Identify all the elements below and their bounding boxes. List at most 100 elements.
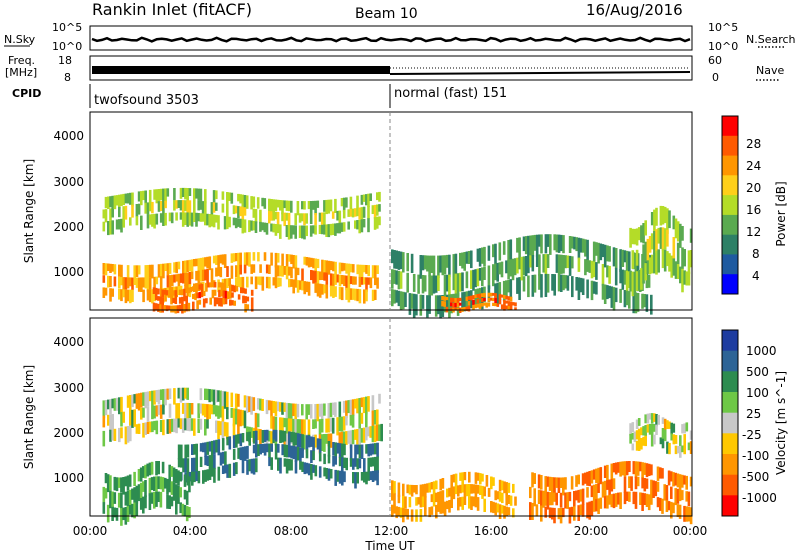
- heatmap-cell: [376, 204, 379, 216]
- heatmap-cell: [559, 477, 563, 488]
- heatmap-cell: [443, 275, 447, 297]
- heatmap-cell: [246, 276, 249, 288]
- heatmap-cell: [168, 388, 172, 399]
- heatmap-cell: [131, 204, 134, 218]
- heatmap-cell: [391, 492, 394, 501]
- heatmap-cell: [676, 473, 680, 488]
- heatmap-cell: [272, 211, 275, 221]
- heatmap-cell: [507, 507, 511, 516]
- heatmap-cell: [540, 475, 543, 490]
- heatmap-cell: [186, 472, 190, 486]
- heatmap-cell: [544, 254, 548, 278]
- heatmap-cell: [619, 269, 622, 284]
- heatmap-cell: [102, 430, 106, 447]
- heatmap-cell: [166, 419, 170, 434]
- heatmap-cell: [358, 264, 362, 278]
- heatmap-cell: [500, 304, 504, 310]
- heatmap-cell: [672, 258, 676, 276]
- power-cbar-tick-4: 4: [752, 269, 760, 283]
- heatmap-cell: [281, 265, 284, 277]
- heatmap-cell: [122, 218, 125, 228]
- heatmap-cell: [142, 289, 145, 303]
- heatmap-cell: [239, 409, 242, 427]
- heatmap-cell: [268, 211, 271, 224]
- heatmap-cell: [175, 274, 178, 282]
- nave-right-tick-bottom: 0: [712, 71, 719, 84]
- heatmap-cell: [623, 461, 627, 477]
- heatmap-cell: [683, 444, 686, 455]
- heatmap-cell: [274, 429, 278, 442]
- heatmap-cell: [630, 476, 633, 491]
- heatmap-cell: [535, 254, 539, 267]
- heatmap-cell: [352, 458, 355, 470]
- heatmap-cell: [666, 208, 669, 234]
- heatmap-cell: [285, 402, 289, 419]
- heatmap-cell: [188, 259, 192, 272]
- heatmap-cell: [183, 304, 186, 313]
- heatmap-cell: [257, 276, 260, 285]
- heatmap-cell: [645, 463, 649, 478]
- heatmap-cell: [590, 470, 594, 484]
- heatmap-cell: [343, 275, 346, 286]
- heatmap-cell: [621, 249, 625, 267]
- heatmap-cell: [325, 260, 329, 274]
- heatmap-cell: [426, 255, 429, 272]
- heatmap-cell: [586, 487, 589, 498]
- heatmap-cell: [270, 199, 273, 213]
- heatmap-cell: [619, 288, 622, 303]
- heatmap-cell: [512, 508, 515, 518]
- heatmap-cell: [687, 250, 691, 275]
- heatmap-cell: [634, 292, 638, 314]
- heatmap-cell: [410, 293, 414, 309]
- heatmap-cell: [492, 477, 495, 486]
- heatmap-cell: [661, 227, 665, 251]
- heatmap-cell: [679, 266, 682, 284]
- heatmap-cell: [202, 291, 206, 296]
- heatmap-cell: [179, 418, 183, 430]
- heatmap-cell: [270, 211, 273, 221]
- heatmap-cell: [190, 403, 194, 415]
- heatmap-cell: [166, 263, 170, 277]
- heatmap-cell: [360, 444, 364, 459]
- freq-panel: Freq. [MHz] 18 8 60 0 Nave: [5, 54, 784, 84]
- heatmap-cell: [316, 200, 320, 208]
- heatmap-cell: [402, 252, 405, 273]
- heatmap-cell: [146, 277, 150, 292]
- heatmap-cell: [498, 479, 502, 492]
- heatmap-cell: [332, 442, 335, 456]
- heatmap-cell: [144, 480, 147, 498]
- heatmap-cell: [503, 295, 506, 299]
- heatmap-cell: [685, 475, 688, 490]
- heatmap-cell: [217, 215, 220, 230]
- heatmap-cell: [417, 497, 420, 505]
- heatmap-cell: [294, 213, 297, 226]
- heatmap-cell: [133, 277, 136, 285]
- heatmap-cell: [211, 282, 215, 288]
- heatmap-cell: [296, 280, 300, 293]
- heatmap-cell: [329, 199, 333, 212]
- heatmap-cell: [193, 418, 196, 436]
- heatmap-cell: [496, 282, 499, 304]
- heatmap-cell: [354, 276, 357, 285]
- heatmap-cell: [635, 249, 639, 266]
- heatmap-cell: [421, 484, 425, 498]
- heatmap-cell: [524, 236, 528, 255]
- heatmap-cell: [434, 295, 438, 317]
- heatmap-cell: [435, 492, 438, 503]
- heatmap-cell: [347, 263, 351, 277]
- heatmap-cell: [179, 200, 183, 211]
- heatmap-cell: [270, 252, 273, 266]
- heatmap-cell: [288, 254, 291, 262]
- date-label: 16/Aug/2016: [586, 1, 683, 19]
- heatmap-cell: [276, 265, 280, 277]
- heatmap-cell: [310, 464, 313, 480]
- colorbar-swatch: [722, 454, 738, 476]
- heatmap-cell: [104, 488, 108, 499]
- heatmap-cell: [242, 287, 245, 294]
- heatmap-cell: [507, 306, 511, 310]
- heatmap-cell: [221, 391, 225, 410]
- heatmap-cell: [683, 434, 686, 446]
- freq-left-tick-bottom: 8: [64, 71, 71, 84]
- heatmap-cell: [522, 276, 526, 292]
- heatmap-cell: [152, 287, 156, 294]
